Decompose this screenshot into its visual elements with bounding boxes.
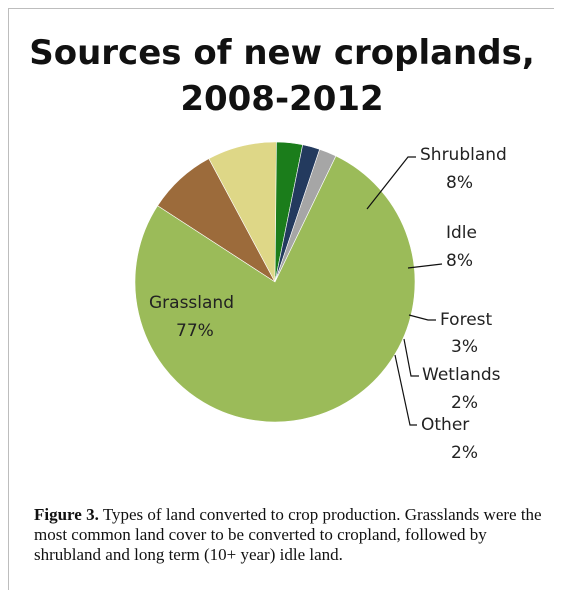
caption-label: Figure 3. [34,505,99,524]
pie-slices [134,141,416,423]
slice-pct-idle: 8% [446,251,473,271]
leader-line-idle [407,263,443,269]
slice-name-other: Other [421,415,469,435]
slice-name-shrubland: Shrubland [420,145,507,165]
figure-caption: Figure 3. Types of land converted to cro… [34,505,544,565]
chart-title-line-2: 2008-2012 [180,79,384,119]
slice-pct-shrubland: 8% [446,173,473,193]
slice-name-wetlands: Wetlands [422,365,501,385]
figure-frame [8,8,554,590]
leader-line-forest [408,314,436,321]
pie-leader-lines [366,156,443,426]
pie-slice-grassland [134,155,416,423]
leader-line-wetlands [403,338,419,377]
pie-chart: Shrubland 8% Idle 8% Forest 3% Wetlands … [134,141,507,463]
slice-pct-forest: 3% [451,337,478,357]
slice-pct-wetlands: 2% [451,393,478,413]
chart-title-line-1: Sources of new croplands, [29,33,535,73]
slice-name-forest: Forest [440,310,493,330]
slice-name-grassland: Grassland [149,293,234,313]
caption-text: Types of land converted to crop producti… [34,505,542,564]
slice-pct-grassland: 77% [176,321,214,341]
leader-line-shrubland [366,156,416,210]
slice-pct-other: 2% [451,443,478,463]
leader-line-other [394,354,417,426]
slice-name-idle: Idle [446,223,477,243]
